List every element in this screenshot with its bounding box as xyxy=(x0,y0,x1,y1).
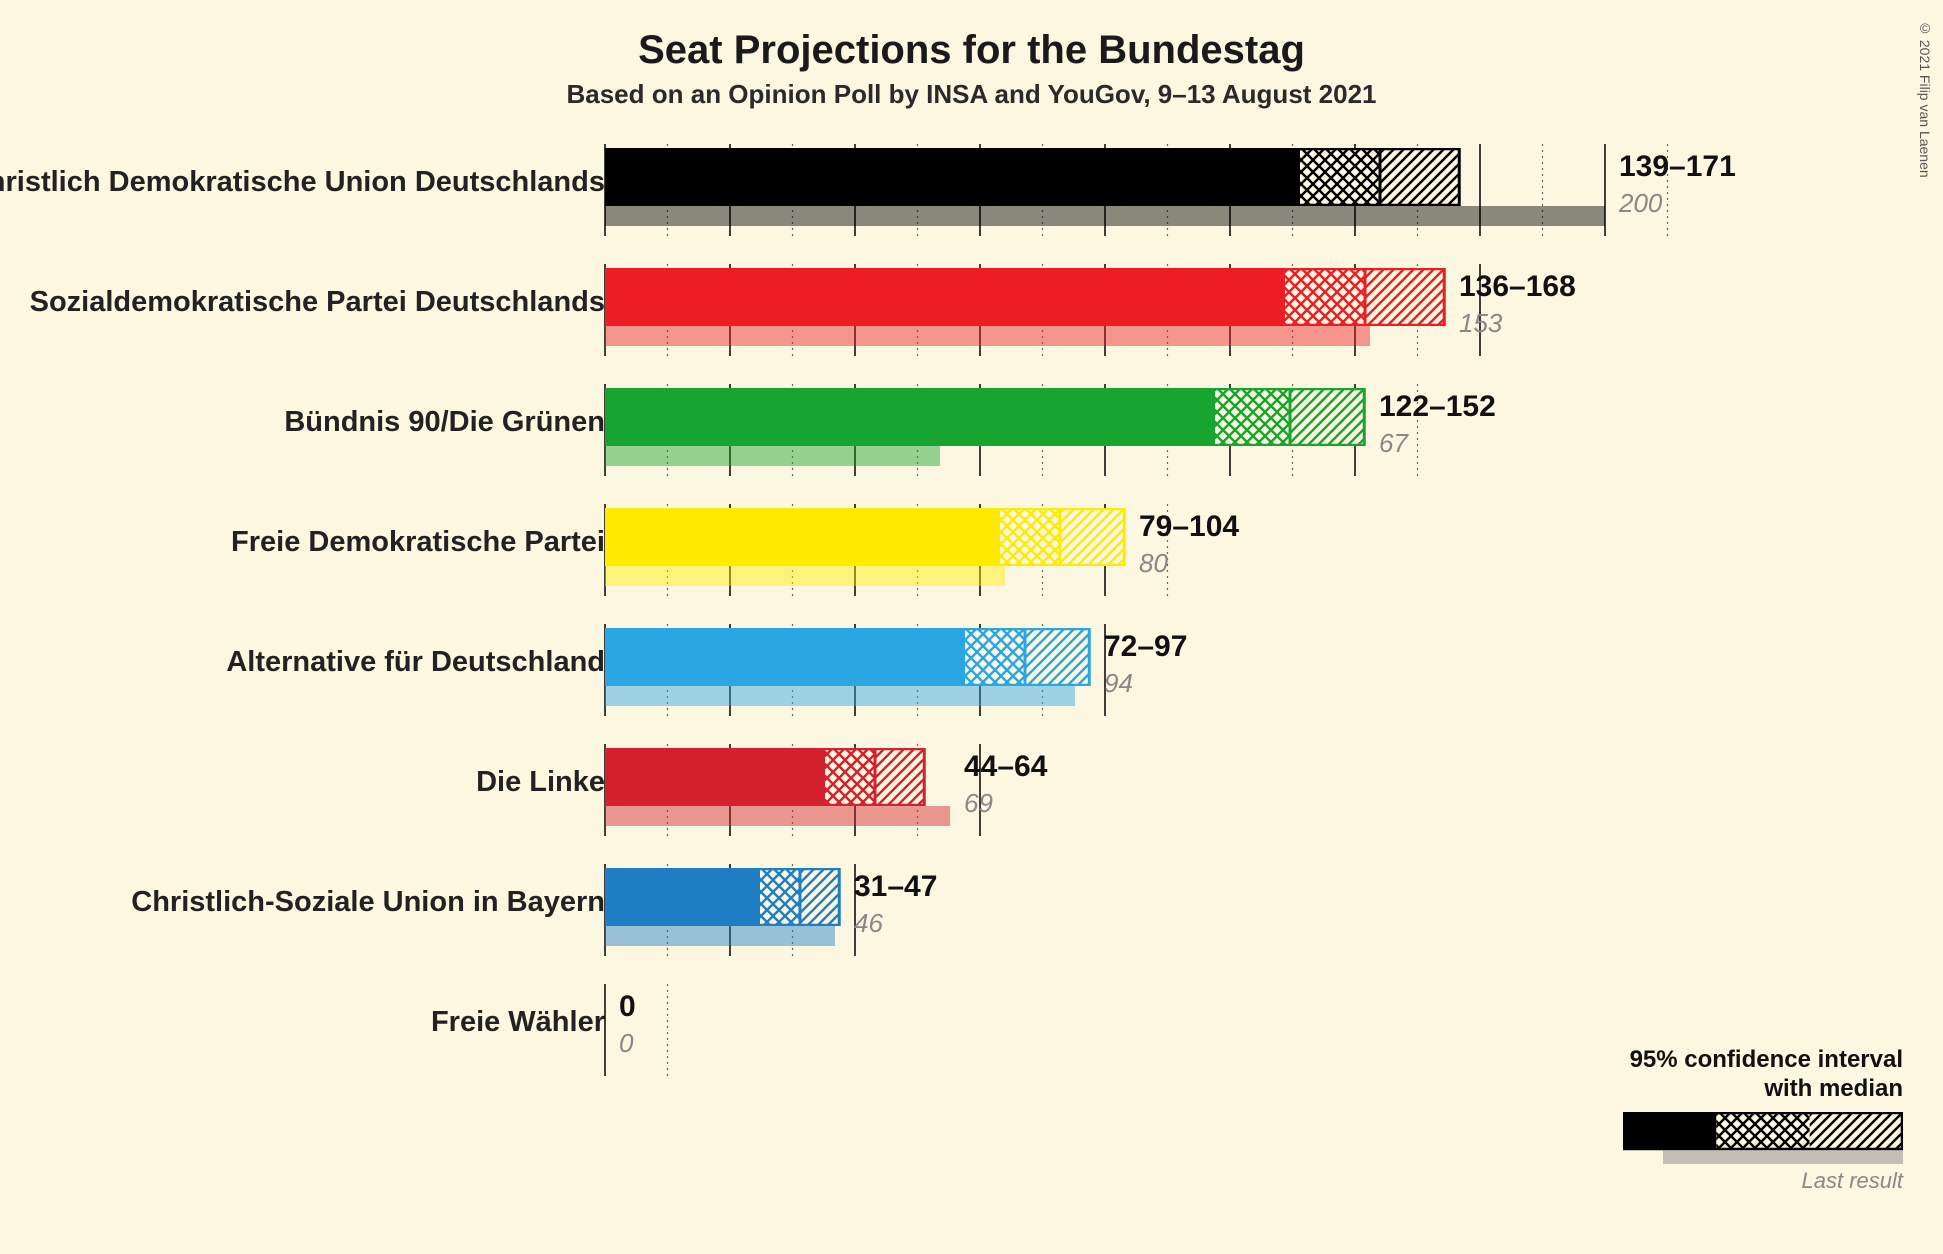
last-result-label: 67 xyxy=(1379,428,1408,459)
legend-ci-label: 95% confidence interval with median xyxy=(1583,1046,1903,1104)
last-result-label: 153 xyxy=(1459,308,1502,339)
chart-title: Seat Projections for the Bundestag xyxy=(0,0,1943,73)
last-result-bar xyxy=(605,686,1075,706)
party-row: Christlich-Soziale Union in Bayern 31–47… xyxy=(0,860,1943,980)
projection-bar xyxy=(605,268,1447,326)
projection-bar xyxy=(605,148,1462,206)
range-label: 122–152 xyxy=(1379,390,1496,424)
party-label: Freie Wähler xyxy=(431,1006,605,1039)
legend-ci-line2: with median xyxy=(1764,1075,1903,1102)
last-result-bar xyxy=(605,926,835,946)
projection-bar xyxy=(605,868,842,926)
chart-subtitle: Based on an Opinion Poll by INSA and You… xyxy=(0,79,1943,110)
party-row: Die Linke 44–64 69 xyxy=(0,740,1943,860)
range-label: 0 xyxy=(619,990,636,1024)
last-result-label: 46 xyxy=(854,908,883,939)
last-result-label: 94 xyxy=(1104,668,1133,699)
last-result-label: 200 xyxy=(1619,188,1662,219)
range-label: 79–104 xyxy=(1139,510,1239,544)
range-label: 31–47 xyxy=(854,870,937,904)
party-row: Bündnis 90/Die Grünen 122–152 67 xyxy=(0,380,1943,500)
last-result-bar xyxy=(605,446,940,466)
range-label: 72–97 xyxy=(1104,630,1187,664)
projection-bar xyxy=(605,508,1127,566)
legend-bar xyxy=(1623,1112,1903,1166)
last-result-label: 69 xyxy=(964,788,993,819)
projection-bar xyxy=(605,748,927,806)
last-result-bar xyxy=(605,566,1005,586)
party-row: Christlich Demokratische Union Deutschla… xyxy=(0,140,1943,260)
last-result-bar xyxy=(605,326,1370,346)
legend-last-result-label: Last result xyxy=(1583,1168,1903,1194)
legend: 95% confidence interval with median Last… xyxy=(1583,1046,1903,1194)
range-label: 139–171 xyxy=(1619,150,1736,184)
party-label: Christlich Demokratische Union Deutschla… xyxy=(0,166,605,199)
plot-area: Christlich Demokratische Union Deutschla… xyxy=(0,140,1943,1190)
legend-bar-svg xyxy=(1623,1112,1903,1166)
last-result-label: 0 xyxy=(619,1028,633,1059)
legend-ci-line1: 95% confidence interval xyxy=(1630,1046,1903,1073)
party-row: Freie Demokratische Partei 79–104 80 xyxy=(0,500,1943,620)
party-label: Christlich-Soziale Union in Bayern xyxy=(131,886,605,919)
party-label: Die Linke xyxy=(476,766,605,799)
last-result-bar xyxy=(605,206,1605,226)
party-row: Alternative für Deutschland 72–97 94 xyxy=(0,620,1943,740)
range-label: 136–168 xyxy=(1459,270,1576,304)
last-result-bar xyxy=(605,806,950,826)
last-result-label: 80 xyxy=(1139,548,1168,579)
range-label: 44–64 xyxy=(964,750,1047,784)
party-row: Sozialdemokratische Partei Deutschlands … xyxy=(0,260,1943,380)
party-label: Freie Demokratische Partei xyxy=(231,526,605,559)
projection-bar xyxy=(605,628,1092,686)
projection-bar xyxy=(605,388,1367,446)
party-label: Alternative für Deutschland xyxy=(226,646,605,679)
gridlines xyxy=(605,980,682,1100)
party-label: Sozialdemokratische Partei Deutschlands xyxy=(30,286,605,319)
party-label: Bündnis 90/Die Grünen xyxy=(284,406,605,439)
